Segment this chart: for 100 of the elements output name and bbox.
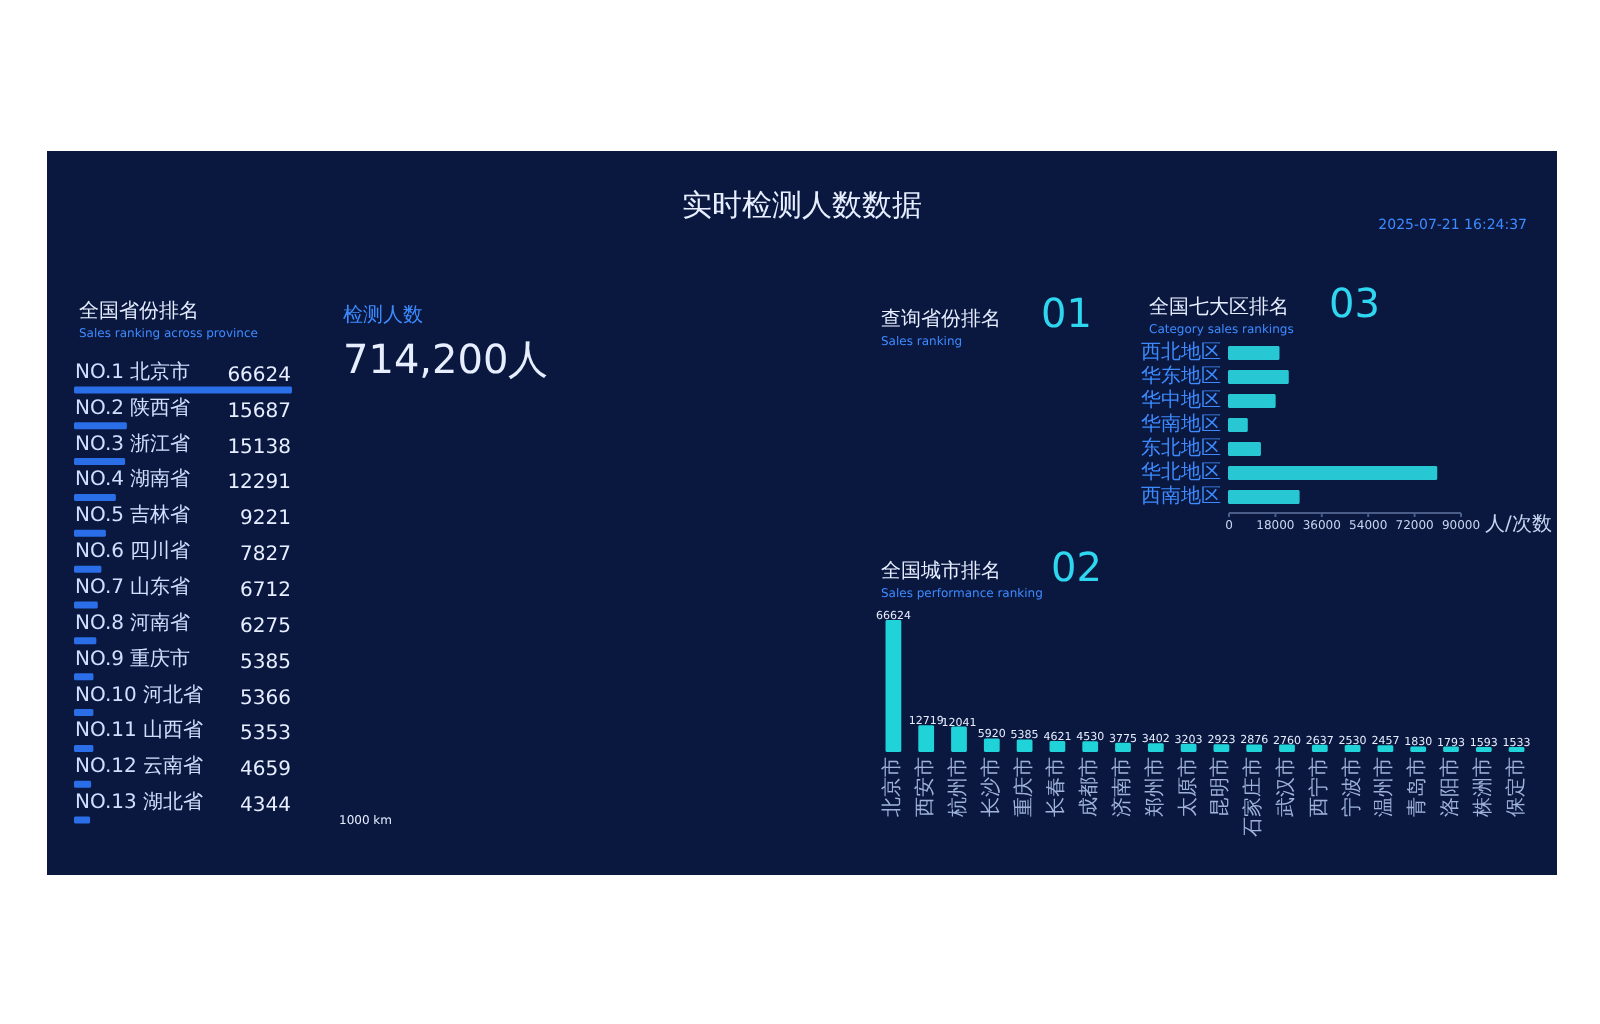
bar — [1228, 466, 1438, 480]
x-tick-label: 重庆市 — [1011, 757, 1036, 817]
y-tick-label: 西北地区 — [1141, 340, 1221, 364]
x-tick-label: 北京市 — [880, 757, 905, 817]
data-label: 4344 — [240, 795, 292, 818]
x-axis-title: 人/次数 — [1485, 514, 1552, 536]
bar — [1115, 742, 1131, 752]
x-tick-label: 郑州市 — [1142, 757, 1167, 817]
bar — [74, 422, 127, 430]
x-tick-label: 青岛市 — [1405, 757, 1430, 817]
bar — [1228, 346, 1280, 360]
bar — [918, 725, 935, 752]
x-tick-label: 西安市 — [913, 757, 938, 817]
y-tick-label: NO.3 浙江省 — [75, 431, 191, 456]
bar — [74, 493, 116, 501]
bar — [1228, 394, 1276, 408]
x-tick-label: 宁波市 — [1339, 757, 1364, 817]
bar — [951, 726, 967, 752]
y-tick-label: 华南地区 — [1141, 412, 1221, 436]
y-tick-label: 华中地区 — [1141, 388, 1221, 412]
bar — [1180, 743, 1197, 752]
bar — [74, 529, 106, 537]
bar — [1228, 490, 1300, 504]
bar — [74, 780, 92, 788]
text: 02 — [1051, 543, 1102, 591]
data-label: 15687 — [227, 400, 291, 423]
y-tick-label: NO.13 湖北省 — [75, 790, 204, 815]
data-label: 15138 — [227, 436, 291, 459]
bar — [74, 673, 94, 681]
bar — [1049, 740, 1066, 752]
text: 03 — [1329, 279, 1380, 327]
bar — [74, 565, 102, 573]
bar — [1228, 370, 1289, 384]
bar — [74, 637, 97, 645]
y-tick-label: NO.10 河北省 — [75, 682, 204, 707]
bar — [1082, 741, 1099, 752]
bar — [983, 738, 1000, 752]
data-label: 12291 — [227, 472, 291, 495]
bar — [1377, 745, 1394, 752]
bar — [74, 386, 292, 394]
bar — [1344, 745, 1361, 752]
data-label: 9221 — [240, 508, 292, 531]
x-tick-label: 温州市 — [1372, 757, 1397, 817]
x-tick-label: 洛阳市 — [1438, 757, 1462, 817]
bar — [74, 744, 94, 752]
bar — [1147, 743, 1164, 752]
text: 检测人数 — [343, 303, 423, 327]
bar — [74, 601, 98, 609]
x-tick-label: 长春市 — [1044, 757, 1069, 817]
data-label: 6712 — [240, 580, 292, 602]
y-tick-label: NO.5 吉林省 — [75, 503, 191, 528]
x-tick-label: 石家庄市 — [1241, 757, 1266, 837]
bar — [1279, 744, 1295, 752]
y-tick-label: 东北地区 — [1141, 436, 1221, 460]
y-tick-label: NO.4 湖南省 — [75, 467, 191, 492]
data-label: 66624 — [227, 364, 291, 387]
chart-title: 全国城市排名 — [881, 559, 1001, 583]
y-tick-label: 华北地区 — [1141, 460, 1221, 484]
y-tick-label: NO.1 北京市 — [75, 359, 191, 384]
text: 查询省份排名 — [881, 307, 1001, 331]
x-tick-label: 成都市 — [1077, 757, 1102, 817]
bar — [885, 620, 902, 752]
y-tick-label: NO.9 重庆市 — [75, 646, 191, 671]
text: 714,200人 — [343, 335, 549, 383]
bar — [74, 458, 126, 466]
y-tick-label: NO.11 山西省 — [75, 718, 204, 743]
x-tick-label: 长沙市 — [978, 757, 1003, 817]
y-tick-label: 华东地区 — [1141, 364, 1221, 388]
y-tick-label: NO.8 河南省 — [75, 610, 191, 635]
x-tick-label: 武汉市 — [1274, 757, 1298, 817]
bar — [1213, 744, 1230, 752]
y-tick-label: NO.2 陕西省 — [75, 395, 191, 420]
x-tick-label: 杭州市 — [946, 757, 970, 819]
data-label: 5385 — [240, 651, 292, 674]
text: 01 — [1041, 289, 1092, 337]
bar — [74, 709, 94, 717]
data-label: 7827 — [240, 544, 292, 567]
x-tick-label: 保定市 — [1503, 757, 1528, 817]
x-tick-label: 株洲市 — [1470, 757, 1495, 819]
y-tick-label: NO.7 山东省 — [75, 575, 191, 599]
data-label: 6275 — [240, 615, 292, 638]
y-tick-label: 西南地区 — [1141, 484, 1221, 508]
bar — [1311, 744, 1328, 752]
x-tick-label: 昆明市 — [1208, 757, 1233, 817]
x-tick-label: 西宁市 — [1306, 757, 1331, 817]
data-label: 4659 — [240, 759, 292, 782]
bar — [74, 816, 91, 824]
bar — [1246, 744, 1263, 752]
x-tick-label: 济南市 — [1110, 757, 1134, 817]
data-label: 5366 — [240, 687, 292, 710]
bar — [1228, 418, 1248, 432]
data-label: 5353 — [240, 723, 292, 746]
y-tick-label: NO.6 四川省 — [75, 539, 191, 564]
chart-title: 全国七大区排名 — [1149, 295, 1289, 319]
bar — [1016, 739, 1033, 752]
x-tick-label: 太原市 — [1175, 757, 1200, 817]
y-tick-label: NO.12 云南省 — [75, 754, 204, 779]
text: 实时检测人数数据 — [682, 187, 922, 223]
chart-title: 全国省份排名 — [79, 299, 199, 323]
bar — [1228, 442, 1261, 456]
